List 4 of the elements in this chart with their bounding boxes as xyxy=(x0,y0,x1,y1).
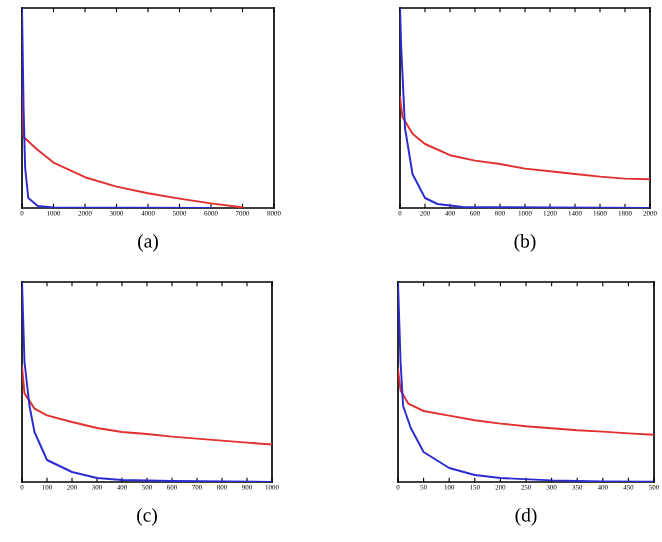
text: (d) xyxy=(515,508,537,526)
text: (b) xyxy=(514,234,536,252)
text: (c) xyxy=(137,508,157,526)
text: (a) xyxy=(138,234,158,252)
